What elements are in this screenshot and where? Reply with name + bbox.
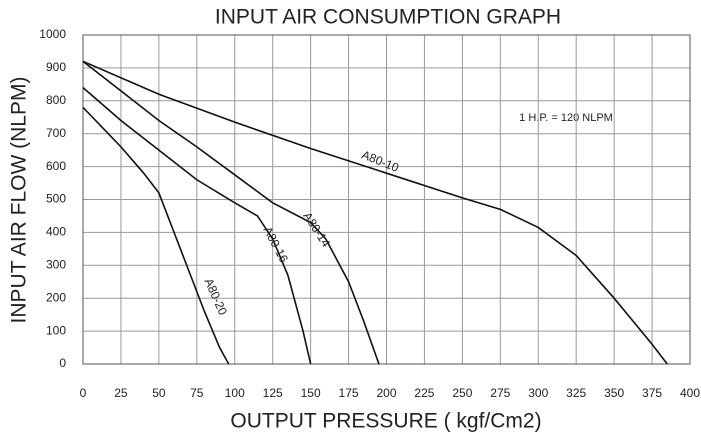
series-line [82,87,312,365]
y-tick-label: 400 [46,225,66,239]
x-tick-label: 375 [642,386,662,400]
plot-frame [82,34,691,365]
x-tick-label: 275 [490,386,510,400]
series-line [82,60,668,365]
y-axis-label: INPUT AIR FLOW (NLPM) [8,77,31,324]
series-line [82,60,380,365]
series-label: A80-14 [300,210,333,250]
y-tick-label: 700 [46,126,66,140]
x-tick-label: 225 [414,386,434,400]
x-tick-label: 175 [339,386,359,400]
x-tick-label: 300 [528,386,548,400]
series-label: A80-16 [260,224,291,265]
series-line [82,106,230,365]
y-tick-label: 200 [46,290,66,304]
x-tick-label: 150 [301,386,321,400]
y-tick-label: 100 [46,323,66,337]
y-tick-label: 1000 [39,27,66,41]
y-tick-label: 800 [46,93,66,107]
x-tick-label: 100 [225,386,245,400]
x-tick-label: 400 [680,386,700,400]
x-tick-label: 50 [152,386,166,400]
x-tick-label: 200 [376,386,396,400]
y-tick-label: 500 [46,192,66,206]
x-tick-label: 350 [604,386,624,400]
x-axis-label: OUTPUT PRESSURE ( kgf/Cm2) [230,410,541,433]
y-tick-label: 0 [59,356,66,370]
y-tick-label: 600 [46,159,66,173]
x-tick-label: 75 [190,386,204,400]
x-tick-label: 250 [452,386,472,400]
x-tick-label: 25 [114,386,128,400]
x-tick-label: 325 [566,386,586,400]
series-label: A80-20 [201,276,230,317]
annotation: 1 H.P. = 120 NLPM [519,112,613,124]
chart-title: INPUT AIR CONSUMPTION GRAPH [215,6,561,29]
x-tick-label: 0 [80,386,87,400]
y-tick-label: 300 [46,257,66,271]
x-tick-label: 125 [263,386,283,400]
y-tick-label: 900 [46,60,66,74]
